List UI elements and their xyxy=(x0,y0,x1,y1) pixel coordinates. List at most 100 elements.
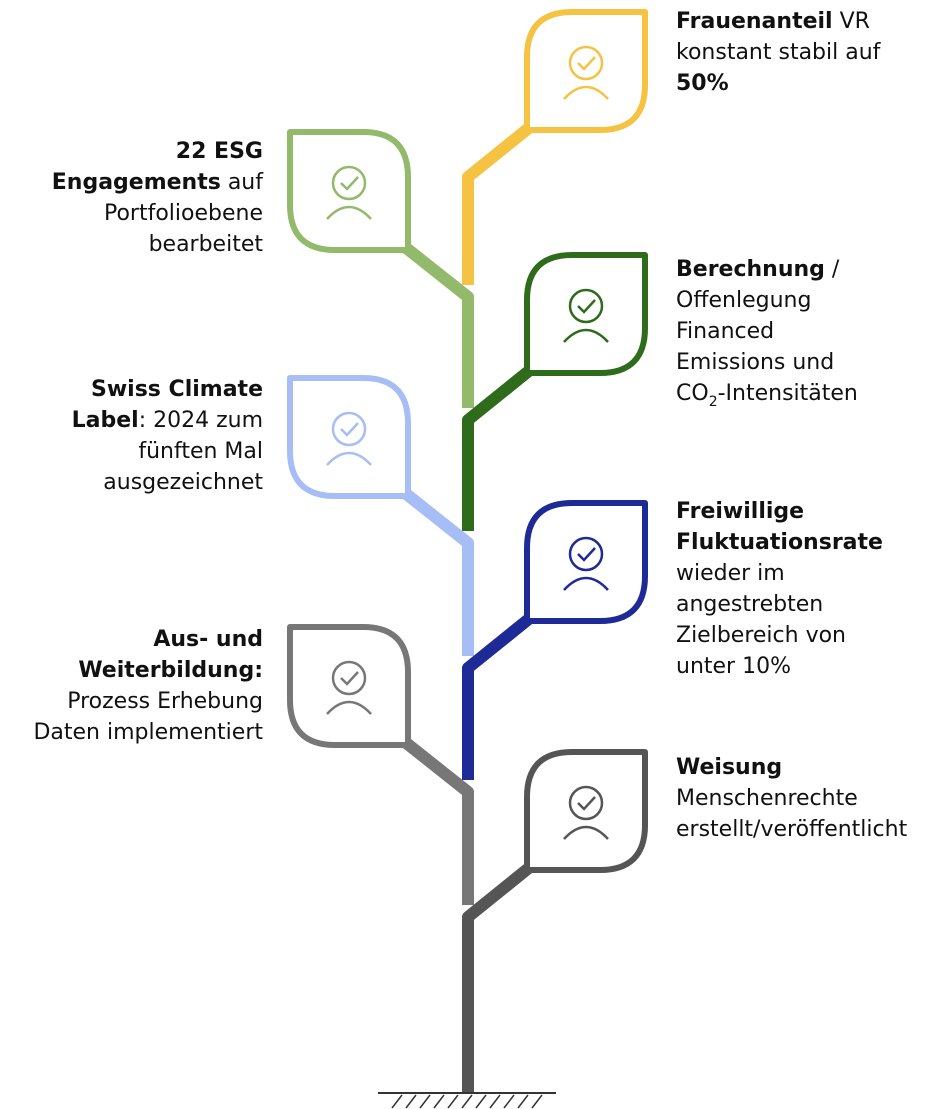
label-line: erstellt/veröffentlicht xyxy=(676,817,908,842)
icon-circle xyxy=(568,785,604,821)
label-text: 50% xyxy=(676,71,729,96)
branch xyxy=(462,613,534,780)
leaf-icon xyxy=(563,45,609,100)
label-text: Engagements xyxy=(52,170,221,195)
label-text: Frauenanteil xyxy=(676,9,833,34)
leaf-icon xyxy=(326,165,372,220)
label-line: unter 10% xyxy=(676,654,791,679)
label-text: wieder im xyxy=(676,561,785,586)
branch xyxy=(401,242,474,408)
leaf xyxy=(524,749,648,873)
branch xyxy=(401,737,474,905)
icon-circle xyxy=(568,45,604,81)
label-line: Prozess Erhebung xyxy=(67,689,263,714)
leaf xyxy=(524,500,648,624)
ground xyxy=(378,1092,556,1109)
icon-detail xyxy=(326,671,372,715)
label-line: Financed xyxy=(676,319,774,344)
icon-circle xyxy=(568,288,604,324)
label-line: 50% xyxy=(676,71,729,96)
leaf-icon xyxy=(326,660,372,715)
branch xyxy=(401,488,474,656)
label-text: Zielbereich von xyxy=(676,623,846,648)
leaf xyxy=(287,129,411,253)
leaf xyxy=(287,375,411,499)
label-line: bearbeitet xyxy=(149,232,264,257)
branch xyxy=(462,365,534,531)
label-text: Weiterbildung: xyxy=(78,658,263,683)
label-text: 22 ESG xyxy=(176,139,263,164)
leaf xyxy=(524,252,648,376)
label-line: Engagements auf xyxy=(52,170,264,195)
label-line: Zielbereich von xyxy=(676,623,846,648)
leaf xyxy=(524,9,648,133)
leaf-icon xyxy=(563,536,609,591)
label-text: Daten implementiert xyxy=(33,720,263,745)
label-line: Daten implementiert xyxy=(33,720,263,745)
label-text: Menschenrechte xyxy=(676,786,858,811)
label-text: unter 10% xyxy=(676,654,791,679)
label-line: Swiss Climate xyxy=(91,377,263,402)
label-line: Fluktuationsrate xyxy=(676,530,883,555)
label-text: Weisung xyxy=(676,755,782,780)
icon-detail xyxy=(563,796,609,840)
branch xyxy=(462,122,534,285)
icon-detail xyxy=(326,422,372,466)
label-text: Fluktuationsrate xyxy=(676,530,883,555)
leaf-icon xyxy=(563,785,609,840)
label-line: CO2-Intensitäten xyxy=(676,381,858,410)
leaf xyxy=(287,624,411,748)
icon-circle xyxy=(331,411,367,447)
label-line: fünften Mal xyxy=(138,439,263,464)
label-text: Offenlegung xyxy=(676,288,811,313)
label-line: Berechnung / xyxy=(676,257,840,282)
label-text: erstellt/veröffentlicht xyxy=(676,817,908,842)
label-line: konstant stabil auf xyxy=(676,40,882,65)
label-line: wieder im xyxy=(676,561,785,586)
leaf-icon xyxy=(326,411,372,466)
icon-detail xyxy=(563,56,609,100)
label-text: Prozess Erhebung xyxy=(67,689,263,714)
icon-circle xyxy=(331,165,367,201)
label-line: Frauenanteil VR xyxy=(676,9,870,34)
label-text: angestrebten xyxy=(676,592,823,617)
label-text: VR xyxy=(833,9,870,34)
label-line: Weisung xyxy=(676,755,782,780)
branch xyxy=(462,862,534,1092)
label-line: ausgezeichnet xyxy=(103,470,263,495)
icon-detail xyxy=(563,547,609,591)
label-text: Emissions und xyxy=(676,350,834,375)
label-text: Swiss Climate xyxy=(91,377,263,402)
label-text: fünften Mal xyxy=(138,439,263,464)
label-text: Portfolioebene xyxy=(104,201,263,226)
leaf-icon xyxy=(563,288,609,343)
label-line: 22 ESG xyxy=(176,139,263,164)
icon-circle xyxy=(568,536,604,572)
label-text: Berechnung xyxy=(676,257,825,282)
label-line: Emissions und xyxy=(676,350,834,375)
label-text: auf xyxy=(221,170,264,195)
label-text: : 2024 zum xyxy=(139,408,263,433)
label-line: Label: 2024 zum xyxy=(72,408,263,433)
label-text: ausgezeichnet xyxy=(103,470,263,495)
icon-detail xyxy=(563,299,609,343)
label-line: Freiwillige xyxy=(676,499,804,524)
label-text: Aus- und xyxy=(153,627,263,652)
label-text: -Intensitäten xyxy=(718,381,858,406)
label-line: Offenlegung xyxy=(676,288,811,313)
label-text: CO xyxy=(676,381,709,406)
label-line: Aus- und xyxy=(153,627,263,652)
label-text: / xyxy=(825,257,840,282)
label-text: Financed xyxy=(676,319,774,344)
label-text: Freiwillige xyxy=(676,499,804,524)
label-line: Portfolioebene xyxy=(104,201,263,226)
icon-circle xyxy=(331,660,367,696)
label-line: Menschenrechte xyxy=(676,786,858,811)
label-line: angestrebten xyxy=(676,592,823,617)
label-text: bearbeitet xyxy=(149,232,264,257)
label-text: konstant stabil auf xyxy=(676,40,882,65)
icon-detail xyxy=(326,176,372,220)
label-line: Weiterbildung: xyxy=(78,658,263,683)
label-text: Label xyxy=(72,408,139,433)
